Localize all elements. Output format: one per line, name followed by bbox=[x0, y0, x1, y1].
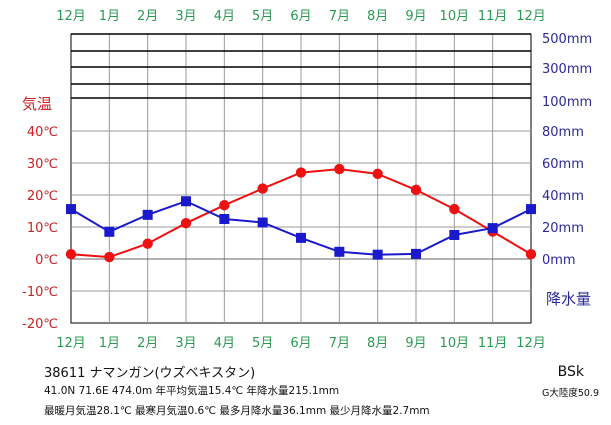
month-label-top: 11月 bbox=[478, 9, 508, 24]
precip-axis-title: 降水量 bbox=[546, 290, 591, 308]
precip-tick-label: 20mm bbox=[542, 221, 584, 236]
month-label-bottom: 1月 bbox=[99, 336, 120, 351]
temperature-point bbox=[372, 168, 383, 180]
month-label-bottom: 7月 bbox=[329, 336, 350, 351]
month-label-top: 5月 bbox=[252, 9, 273, 24]
temperature-point bbox=[104, 251, 115, 263]
station-title: 38611 ナマンガン(ウズベキスタン) bbox=[44, 366, 256, 381]
temperature-point bbox=[295, 167, 307, 178]
precip-tick-label: 80mm bbox=[542, 125, 584, 140]
station-stats-line1: 41.0N 71.6E 474.0m 年平均気温15.4℃ 年降水量215.1m… bbox=[44, 385, 340, 397]
month-label-top: 10月 bbox=[440, 9, 470, 24]
precipitation-point bbox=[181, 196, 191, 207]
month-label-bottom: 6月 bbox=[290, 336, 311, 351]
precipitation-point bbox=[219, 214, 230, 224]
month-label-bottom: 8月 bbox=[367, 336, 388, 351]
month-label-top: 6月 bbox=[290, 9, 311, 24]
month-label-bottom: 10月 bbox=[440, 336, 470, 351]
month-label-bottom: 9月 bbox=[405, 336, 426, 351]
precipitation-point bbox=[411, 248, 421, 259]
climate-class: BSk bbox=[557, 364, 584, 380]
month-label-top: 7月 bbox=[329, 9, 350, 24]
month-label-bottom: 3月 bbox=[175, 336, 196, 351]
month-label-top: 8月 bbox=[367, 9, 388, 24]
temp-tick-label: 0℃ bbox=[35, 253, 58, 268]
temp-tick-label: -20℃ bbox=[22, 317, 58, 332]
month-label-top: 3月 bbox=[175, 9, 196, 24]
precip-tick-label: 100mm bbox=[542, 95, 592, 110]
temperature-point bbox=[219, 200, 230, 211]
month-label-bottom: 12月 bbox=[516, 336, 546, 351]
precip-tick-label: 300mm bbox=[542, 62, 592, 77]
month-label-top: 1月 bbox=[99, 9, 120, 24]
precipitation-point bbox=[526, 204, 536, 215]
temperature-point bbox=[410, 184, 422, 196]
precipitation-point bbox=[296, 232, 306, 243]
month-label-bottom: 11月 bbox=[478, 336, 508, 351]
month-label-bottom: 4月 bbox=[214, 336, 235, 351]
month-label-top: 9月 bbox=[405, 9, 426, 24]
precipitation-point bbox=[66, 204, 76, 215]
temp-tick-label: -10℃ bbox=[22, 285, 58, 300]
month-label-top: 12月 bbox=[516, 9, 546, 24]
month-label-bottom: 2月 bbox=[137, 336, 158, 351]
temp-tick-label: 10℃ bbox=[27, 221, 58, 236]
month-label-top: 2月 bbox=[137, 9, 158, 24]
temperature-point bbox=[142, 238, 153, 249]
month-label-bottom: 5月 bbox=[252, 336, 273, 351]
temp-tick-label: 30℃ bbox=[27, 157, 58, 172]
precipitation-point bbox=[257, 217, 268, 228]
temp-tick-label: 40℃ bbox=[27, 125, 58, 140]
month-label-bottom: 12月 bbox=[56, 336, 86, 351]
precipitation-point bbox=[334, 246, 345, 257]
temperature-point bbox=[334, 163, 345, 175]
temperature-point bbox=[525, 249, 537, 260]
temperature-point bbox=[257, 183, 268, 194]
precip-tick-label: 500mm bbox=[542, 32, 592, 47]
precipitation-point bbox=[104, 226, 115, 237]
temp-tick-label: 20℃ bbox=[27, 189, 58, 204]
precipitation-point bbox=[449, 230, 460, 240]
precipitation-point bbox=[372, 249, 383, 260]
month-label-top: 4月 bbox=[214, 9, 235, 24]
continentality-index: G大陸度50.9 bbox=[541, 388, 599, 399]
month-label-top: 12月 bbox=[56, 9, 86, 24]
precipitation-point bbox=[487, 223, 498, 234]
temperature-point bbox=[65, 249, 77, 260]
precip-tick-label: 0mm bbox=[542, 253, 576, 268]
precip-tick-label: 40mm bbox=[542, 189, 584, 204]
precip-tick-label: 60mm bbox=[542, 157, 584, 172]
temperature-point bbox=[180, 217, 192, 229]
temperature-point bbox=[449, 203, 460, 215]
station-stats-line2: 最暖月気温28.1℃ 最寒月気温0.6℃ 最多月降水量36.1mm 最少月降水量… bbox=[44, 405, 430, 417]
temp-axis-title: 気温 bbox=[22, 95, 52, 113]
precipitation-point bbox=[142, 209, 153, 220]
